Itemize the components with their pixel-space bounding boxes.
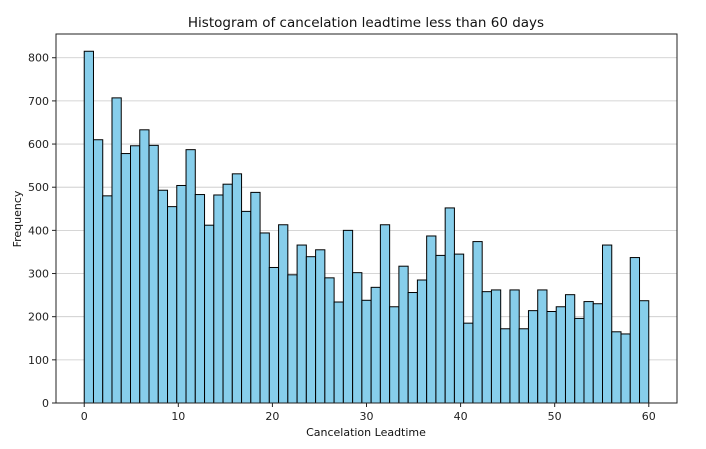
x-tick-label: 10 — [171, 410, 185, 423]
histogram-bar — [324, 277, 335, 404]
histogram-bar — [111, 97, 122, 404]
histogram-bar — [518, 328, 529, 404]
histogram-bar — [130, 145, 141, 404]
histogram-bar — [315, 249, 326, 404]
histogram-bar — [231, 173, 243, 404]
histogram-bar — [416, 279, 428, 404]
y-tick-label: 800 — [28, 52, 49, 65]
histogram-bar — [463, 322, 474, 404]
histogram-bar — [574, 317, 585, 404]
x-axis-label: Cancelation Leadtime — [306, 426, 426, 439]
histogram-bar — [250, 191, 261, 404]
histogram-bar — [222, 183, 233, 404]
y-tick-label: 0 — [42, 397, 49, 410]
y-axis-label: Frequency — [11, 190, 24, 247]
chart-title: Histogram of cancelation leadtime less t… — [188, 15, 544, 31]
histogram-bar — [167, 206, 178, 404]
histogram-bar — [185, 149, 196, 404]
histogram-bar — [83, 50, 94, 404]
histogram-bar — [333, 301, 344, 404]
histogram-bar — [92, 139, 104, 404]
histogram-bar — [490, 289, 502, 404]
histogram-bar — [537, 289, 548, 404]
histogram-bar — [241, 210, 252, 404]
x-tick-label: 60 — [642, 410, 656, 423]
histogram-bar — [398, 265, 409, 404]
x-tick-label: 0 — [81, 410, 88, 423]
histogram-bar — [352, 272, 363, 404]
histogram-bar — [278, 224, 289, 404]
histogram-bar — [296, 244, 307, 404]
histogram-bar — [611, 331, 622, 404]
histogram-bar — [407, 292, 418, 404]
histogram-bar — [120, 153, 132, 404]
histogram-bar — [527, 310, 539, 404]
histogram-bar — [157, 189, 169, 404]
y-tick-label: 700 — [28, 95, 49, 108]
histogram-bar — [305, 256, 317, 404]
x-tick-label: 20 — [265, 410, 279, 423]
histogram-bar — [583, 301, 594, 404]
histogram-bar — [620, 333, 631, 404]
histogram-bar — [435, 254, 446, 404]
y-axis-ticks: 0 100 200 300 400 500 600 700 800 — [28, 52, 56, 410]
x-tick-label: 50 — [548, 410, 562, 423]
y-tick-label: 400 — [28, 224, 49, 237]
histogram-bar — [102, 195, 113, 404]
histogram-bar — [194, 194, 206, 404]
histogram-bar — [601, 244, 613, 404]
y-tick-label: 100 — [28, 354, 49, 367]
histogram-bar — [481, 291, 492, 404]
y-tick-label: 600 — [28, 138, 49, 151]
histogram-bar — [564, 294, 576, 404]
y-tick-label: 200 — [28, 311, 49, 324]
histogram-bar — [370, 286, 381, 404]
histogram-bar — [500, 328, 511, 404]
histogram-bar — [342, 229, 354, 404]
x-tick-label: 40 — [454, 410, 468, 423]
histogram-bar — [204, 224, 215, 404]
histogram-bar — [176, 184, 187, 404]
x-axis-ticks: 0 10 20 30 40 50 60 — [81, 403, 656, 423]
histogram-bar — [148, 144, 159, 404]
histogram-bar — [472, 241, 483, 404]
histogram-bar — [639, 300, 650, 404]
histogram-bar — [426, 235, 437, 404]
histogram-bar — [139, 129, 150, 404]
histogram-bar — [592, 303, 603, 404]
histogram-bar — [213, 194, 224, 404]
histogram-bar — [389, 306, 400, 404]
y-tick-label: 500 — [28, 181, 49, 194]
y-tick-label: 300 — [28, 268, 49, 281]
histogram-bar — [444, 207, 455, 404]
histogram-bar — [453, 253, 465, 404]
histogram-bar — [379, 224, 391, 404]
histogram-bar — [555, 306, 566, 404]
histogram-bar — [629, 257, 641, 404]
histogram-bar — [268, 266, 280, 404]
histogram-bar — [287, 274, 298, 404]
histogram-bar — [259, 232, 270, 404]
x-tick-label: 30 — [360, 410, 374, 423]
histogram-bar — [509, 289, 520, 404]
histogram-bars — [83, 50, 650, 404]
histogram-bar — [361, 299, 372, 404]
histogram-bar — [546, 311, 557, 404]
